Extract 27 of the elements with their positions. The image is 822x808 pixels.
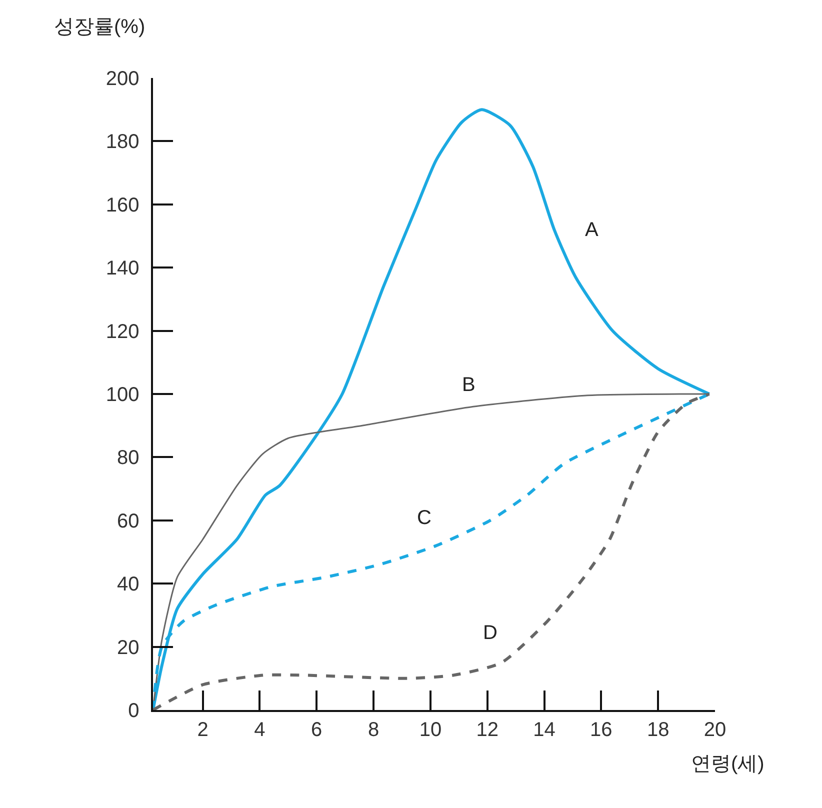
y-tick-label: 180 — [106, 131, 140, 154]
x-axis-title: 연령(세) — [691, 753, 764, 775]
series-label: B — [462, 374, 476, 396]
x-tick-label: 4 — [254, 718, 266, 741]
y-tick-label: 100 — [106, 384, 140, 406]
series-label: A — [585, 219, 599, 241]
x-tick-label: 2 — [197, 718, 208, 741]
y-tick-label: 0 — [128, 700, 140, 722]
x-tick-label: 20 — [704, 718, 726, 741]
y-tick-label: 80 — [117, 447, 140, 470]
y-tick-label: 20 — [117, 636, 140, 659]
y-tick-label: 200 — [106, 68, 140, 90]
x-tick-label: 16 — [590, 718, 612, 741]
x-tick-label: 6 — [311, 718, 322, 741]
y-tick-label: 60 — [117, 510, 140, 532]
y-tick-label: 120 — [106, 320, 140, 343]
y-tick-label: 40 — [117, 574, 140, 596]
x-tick-label: 18 — [646, 718, 670, 741]
x-tick-label: 10 — [419, 718, 442, 741]
x-tick-label: 14 — [533, 718, 556, 741]
y-tick-label: 160 — [106, 194, 140, 216]
series-label: D — [483, 622, 498, 644]
y-tick-label: 140 — [106, 258, 140, 280]
x-tick-label: 12 — [476, 718, 498, 741]
series-label: C — [417, 507, 432, 529]
x-tick-label: 8 — [368, 718, 380, 741]
y-axis-title: 성장률(%) — [54, 16, 146, 38]
